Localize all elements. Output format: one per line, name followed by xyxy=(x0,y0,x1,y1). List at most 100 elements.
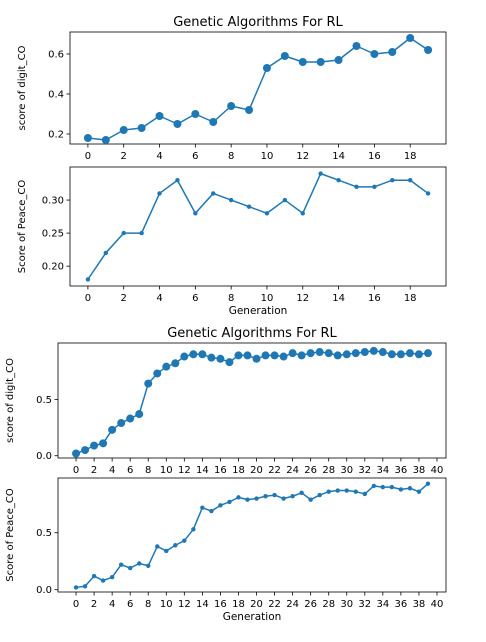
data-point xyxy=(352,42,361,50)
data-point xyxy=(175,178,180,183)
data-point xyxy=(83,134,92,142)
x-tick-label: 10 xyxy=(160,465,173,476)
data-point xyxy=(245,497,250,502)
data-point xyxy=(155,544,160,549)
data-point xyxy=(299,490,304,496)
data-point xyxy=(182,538,187,543)
x-tick-label: 26 xyxy=(304,599,317,610)
data-point xyxy=(207,353,216,362)
data-point xyxy=(162,362,171,371)
x-tick-label: 6 xyxy=(127,465,133,476)
data-point xyxy=(118,562,124,567)
x-tick-label: 36 xyxy=(395,465,408,476)
data-point xyxy=(316,58,325,66)
y-axis-label: Score of Peace_CO xyxy=(17,180,28,274)
data-point xyxy=(146,563,151,568)
data-point xyxy=(354,184,359,190)
x-tick-label: 30 xyxy=(340,599,353,610)
data-point xyxy=(388,48,397,56)
data-point xyxy=(227,499,232,505)
x-tick-label: 34 xyxy=(376,599,389,610)
x-tick-label: 12 xyxy=(178,465,191,476)
x-tick-label: 0 xyxy=(73,599,79,610)
data-point xyxy=(336,178,341,183)
data-point xyxy=(362,491,367,497)
data-point xyxy=(405,349,414,358)
y-tick-label: 0.0 xyxy=(36,585,52,596)
x-tick-label: 28 xyxy=(322,465,335,476)
data-point xyxy=(262,64,271,72)
x-tick-label: 26 xyxy=(304,465,317,476)
x-tick-label: 10 xyxy=(160,599,173,610)
chart-2: 0 2 4 6 8 10 12 14 16 18 0.20 0.25 0.30 Score of Peac… xyxy=(17,166,447,317)
data-point xyxy=(157,191,162,196)
data-point xyxy=(315,348,324,357)
data-point xyxy=(369,346,378,355)
plot-frame xyxy=(57,342,447,459)
data-point xyxy=(396,350,405,359)
x-tick-label: 20 xyxy=(250,599,263,610)
data-point xyxy=(211,191,216,196)
data-point xyxy=(209,118,218,126)
x-tick-label: 20 xyxy=(250,465,263,476)
data-point xyxy=(308,497,313,502)
data-point xyxy=(135,410,144,419)
data-point xyxy=(279,352,288,361)
x-tick-label: 30 xyxy=(340,465,353,476)
data-point xyxy=(390,178,395,183)
data-point xyxy=(72,449,81,458)
data-point xyxy=(334,56,343,64)
data-point xyxy=(91,573,97,579)
data-point xyxy=(225,358,234,367)
data-point xyxy=(326,489,331,494)
data-point xyxy=(108,425,117,434)
x-axis-label: Generation xyxy=(229,305,288,317)
data-point xyxy=(414,350,423,359)
data-point xyxy=(252,354,261,363)
data-point xyxy=(424,46,433,54)
chart-4: 0 2 4 6 8 10 12 14 16 18 20 22 24 26 28 30 32 34 36 38 400.0… xyxy=(5,477,447,623)
data-point xyxy=(264,211,270,216)
data-point xyxy=(155,112,164,120)
data-point xyxy=(272,492,277,498)
x-tick-label: 16 xyxy=(214,599,227,610)
data-point xyxy=(198,350,207,359)
x-tick-label: 16 xyxy=(368,293,381,304)
data-point xyxy=(372,184,377,190)
x-tick-label: 38 xyxy=(413,465,426,476)
data-point xyxy=(300,211,305,216)
y-tick-label: 0.25 xyxy=(42,229,64,240)
data-point xyxy=(378,348,387,357)
x-axis-label: Generation xyxy=(223,611,282,623)
data-point xyxy=(380,484,386,490)
data-point xyxy=(246,204,252,209)
data-point xyxy=(398,487,404,492)
data-point xyxy=(218,503,223,508)
data-point xyxy=(236,495,241,500)
data-point xyxy=(297,351,306,360)
data-point xyxy=(407,486,413,491)
x-tick-label: 14 xyxy=(196,599,209,610)
data-point xyxy=(121,230,126,236)
data-point xyxy=(317,492,322,498)
x-tick-label: 4 xyxy=(156,151,162,162)
data-point xyxy=(407,178,413,183)
data-point xyxy=(282,197,288,203)
x-tick-label: 40 xyxy=(431,465,444,476)
data-point xyxy=(126,414,135,423)
data-point xyxy=(139,230,144,236)
x-tick-label: 4 xyxy=(156,293,162,304)
x-tick-label: 24 xyxy=(286,465,299,476)
x-tick-label: 10 xyxy=(261,293,274,304)
x-tick-label: 10 xyxy=(261,151,274,162)
data-point xyxy=(342,350,351,359)
data-point xyxy=(193,211,198,216)
plot-frame xyxy=(69,166,447,287)
data-point xyxy=(100,578,106,583)
x-tick-label: 2 xyxy=(121,151,127,162)
data-point xyxy=(290,494,295,499)
data-point xyxy=(406,34,415,42)
x-tick-label: 18 xyxy=(404,151,417,162)
x-tick-label: 2 xyxy=(91,599,97,610)
x-tick-label: 18 xyxy=(232,599,245,610)
